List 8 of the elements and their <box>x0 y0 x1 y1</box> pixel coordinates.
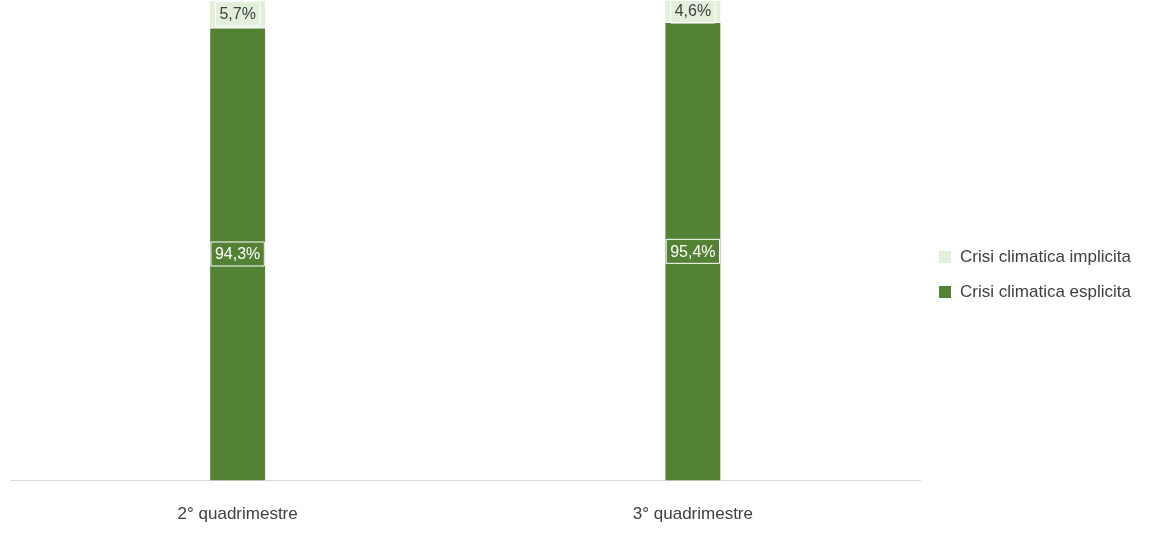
data-label: 95,4% <box>670 242 716 260</box>
legend-label: Crisi climatica implicita <box>960 246 1132 266</box>
data-label: 4,6% <box>674 2 712 20</box>
data-label: 94,3% <box>214 245 261 263</box>
data-label: 5,7% <box>219 5 256 23</box>
legend-label: Crisi climatica esplicita <box>960 281 1132 301</box>
x-tick-label: 3° quadrimestre <box>632 504 753 524</box>
x-tick-label: 2° quadrimestre <box>177 504 298 524</box>
